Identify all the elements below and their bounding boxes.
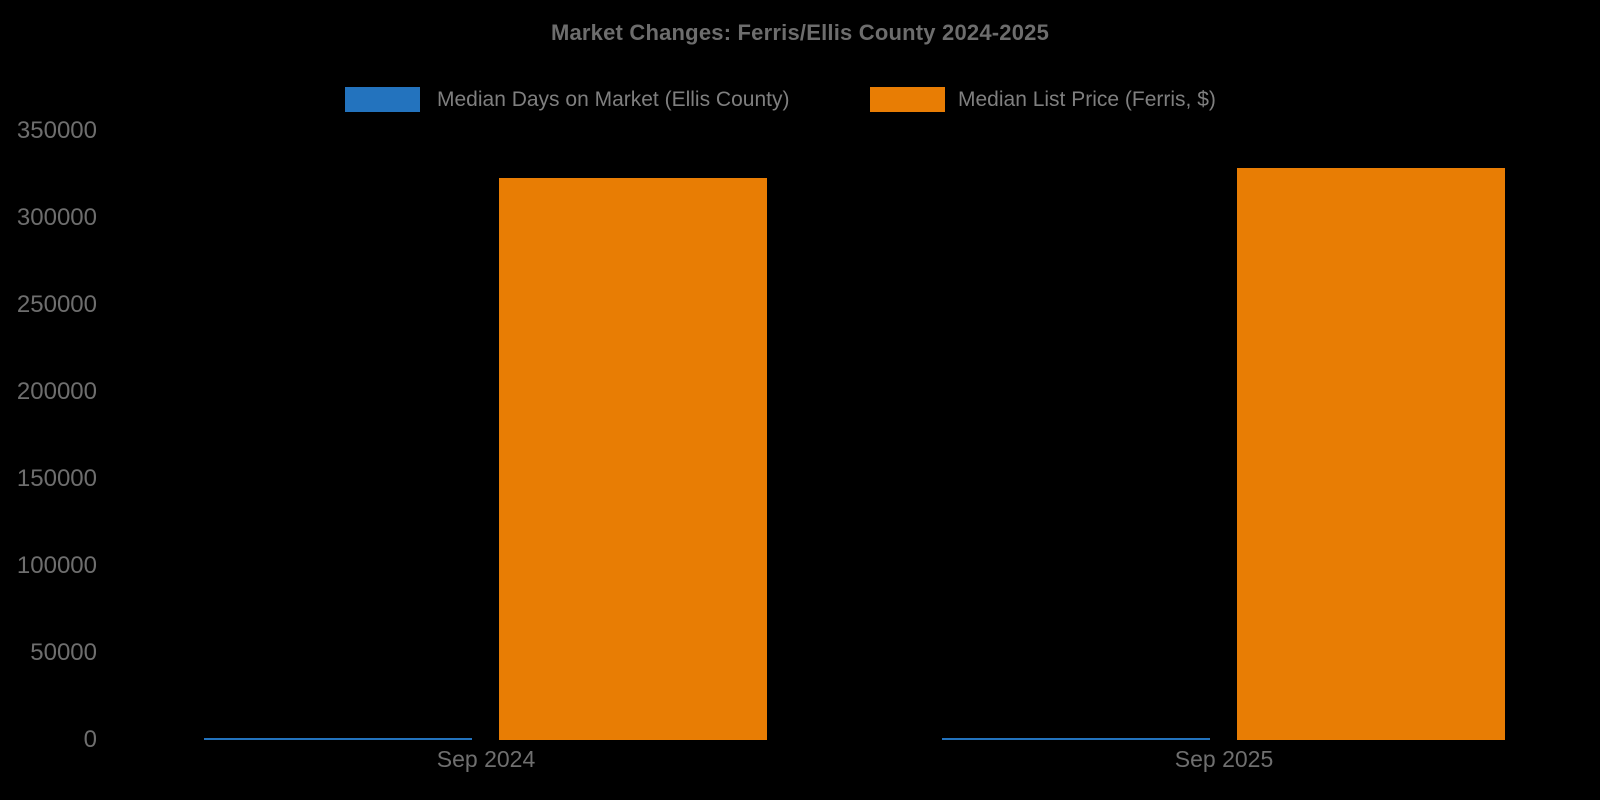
y-axis-tick-label: 200000 <box>16 378 97 405</box>
bar-median-days-on-market-ellis-county-sep-2024 <box>204 738 472 740</box>
legend-label-median-days-on-market: Median Days on Market (Ellis County) <box>437 88 790 111</box>
y-axis-tick-label: 100000 <box>16 552 97 579</box>
y-axis-tick-label: 350000 <box>16 117 97 144</box>
bar-median-days-on-market-ellis-county-sep-2025 <box>942 738 1210 740</box>
x-axis-tick-label-sep-2025: Sep 2025 <box>1174 746 1274 772</box>
bar-median-list-price-ferris-sep-2024 <box>499 177 767 740</box>
chart-title: Market Changes: Ferris/Ellis County 2024… <box>550 20 1050 45</box>
legend-swatch-median-days-on-market <box>345 87 420 112</box>
y-axis-tick-label: 300000 <box>16 204 97 231</box>
x-axis-tick-label-sep-2024: Sep 2024 <box>436 746 536 772</box>
y-axis-tick-label: 50000 <box>30 639 97 666</box>
legend-label-median-list-price: Median List Price (Ferris, $) <box>958 88 1216 111</box>
y-axis-tick-label: 150000 <box>16 465 97 492</box>
bar-median-list-price-ferris-sep-2025 <box>1237 167 1505 740</box>
y-axis-tick-label: 0 <box>83 726 97 753</box>
y-axis-tick-label: 250000 <box>16 291 97 318</box>
legend-swatch-median-list-price <box>870 87 945 112</box>
